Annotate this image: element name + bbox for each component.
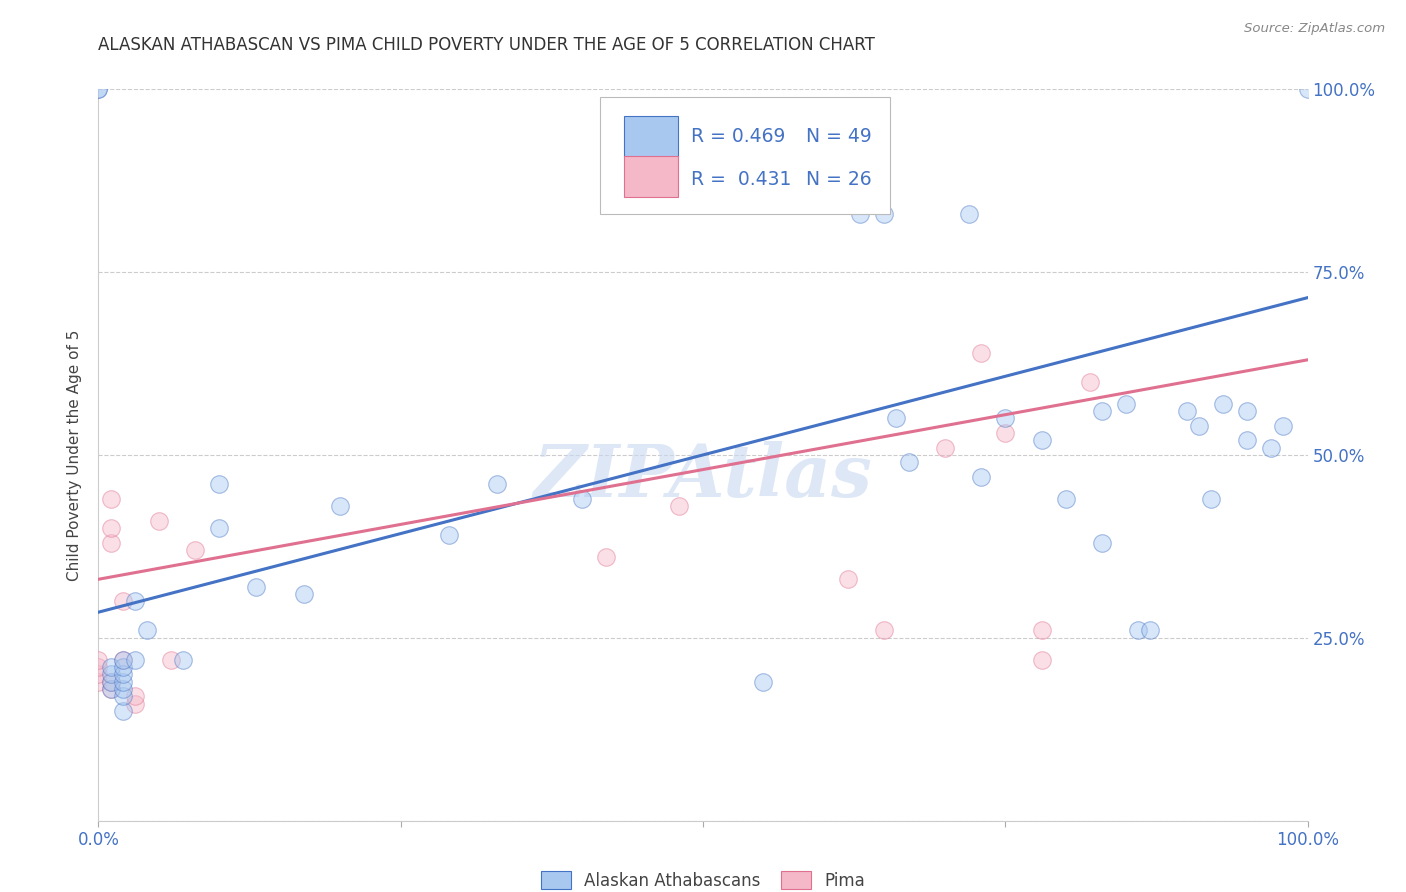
Point — [752, 674, 775, 689]
Point — [111, 681, 134, 696]
Point — [292, 587, 315, 601]
Point — [957, 206, 980, 220]
Point — [1188, 418, 1211, 433]
FancyBboxPatch shape — [624, 116, 678, 157]
Point — [1128, 624, 1150, 638]
Point — [837, 572, 859, 586]
Point — [329, 499, 352, 513]
Point — [1272, 418, 1295, 433]
Point — [124, 690, 146, 704]
Point — [100, 660, 122, 674]
Point — [994, 411, 1017, 425]
Point — [1091, 535, 1114, 549]
Point — [245, 580, 267, 594]
Y-axis label: Child Poverty Under the Age of 5: Child Poverty Under the Age of 5 — [67, 329, 83, 581]
Point — [124, 594, 146, 608]
Point — [873, 206, 896, 220]
Point — [100, 674, 122, 689]
Point — [111, 690, 134, 704]
Point — [1139, 624, 1161, 638]
Text: N = 49: N = 49 — [806, 128, 872, 146]
Point — [87, 82, 110, 96]
Point — [1236, 434, 1258, 448]
Point — [100, 681, 122, 696]
Point — [208, 477, 231, 491]
Point — [100, 535, 122, 549]
Text: N = 26: N = 26 — [806, 169, 872, 189]
Point — [1296, 82, 1319, 96]
Point — [1078, 375, 1101, 389]
Point — [486, 477, 509, 491]
Point — [111, 594, 134, 608]
Point — [1031, 624, 1053, 638]
Point — [1031, 434, 1053, 448]
Point — [897, 455, 920, 469]
Point — [184, 543, 207, 558]
Point — [172, 653, 194, 667]
Point — [100, 521, 122, 535]
Point — [1212, 397, 1234, 411]
Point — [111, 704, 134, 718]
Point — [970, 470, 993, 484]
Point — [1115, 397, 1137, 411]
Point — [1199, 491, 1222, 506]
Text: ZIPAtlas: ZIPAtlas — [534, 442, 872, 512]
FancyBboxPatch shape — [600, 96, 890, 213]
Point — [1236, 404, 1258, 418]
Point — [1031, 653, 1053, 667]
Point — [87, 82, 110, 96]
Point — [1054, 491, 1077, 506]
Point — [934, 441, 956, 455]
Point — [994, 425, 1017, 440]
Point — [1175, 404, 1198, 418]
Point — [124, 653, 146, 667]
Point — [87, 674, 110, 689]
Point — [668, 499, 690, 513]
Point — [111, 653, 134, 667]
Point — [148, 514, 170, 528]
Legend: Alaskan Athabascans, Pima: Alaskan Athabascans, Pima — [534, 864, 872, 892]
Point — [873, 624, 896, 638]
Point — [135, 624, 157, 638]
FancyBboxPatch shape — [624, 156, 678, 197]
Point — [886, 411, 908, 425]
Point — [1260, 441, 1282, 455]
Point — [87, 653, 110, 667]
Point — [970, 345, 993, 359]
Point — [111, 674, 134, 689]
Point — [111, 653, 134, 667]
Point — [1091, 404, 1114, 418]
Point — [571, 491, 593, 506]
Text: R =  0.431: R = 0.431 — [690, 169, 792, 189]
Point — [208, 521, 231, 535]
Point — [849, 206, 872, 220]
Point — [87, 660, 110, 674]
Point — [160, 653, 183, 667]
Point — [100, 491, 122, 506]
Point — [100, 681, 122, 696]
Point — [124, 697, 146, 711]
Point — [100, 667, 122, 681]
Point — [111, 667, 134, 681]
Point — [100, 674, 122, 689]
Point — [87, 667, 110, 681]
Point — [437, 528, 460, 542]
Point — [595, 550, 617, 565]
Point — [111, 660, 134, 674]
Text: R = 0.469: R = 0.469 — [690, 128, 786, 146]
Text: ALASKAN ATHABASCAN VS PIMA CHILD POVERTY UNDER THE AGE OF 5 CORRELATION CHART: ALASKAN ATHABASCAN VS PIMA CHILD POVERTY… — [98, 36, 876, 54]
Text: Source: ZipAtlas.com: Source: ZipAtlas.com — [1244, 22, 1385, 36]
